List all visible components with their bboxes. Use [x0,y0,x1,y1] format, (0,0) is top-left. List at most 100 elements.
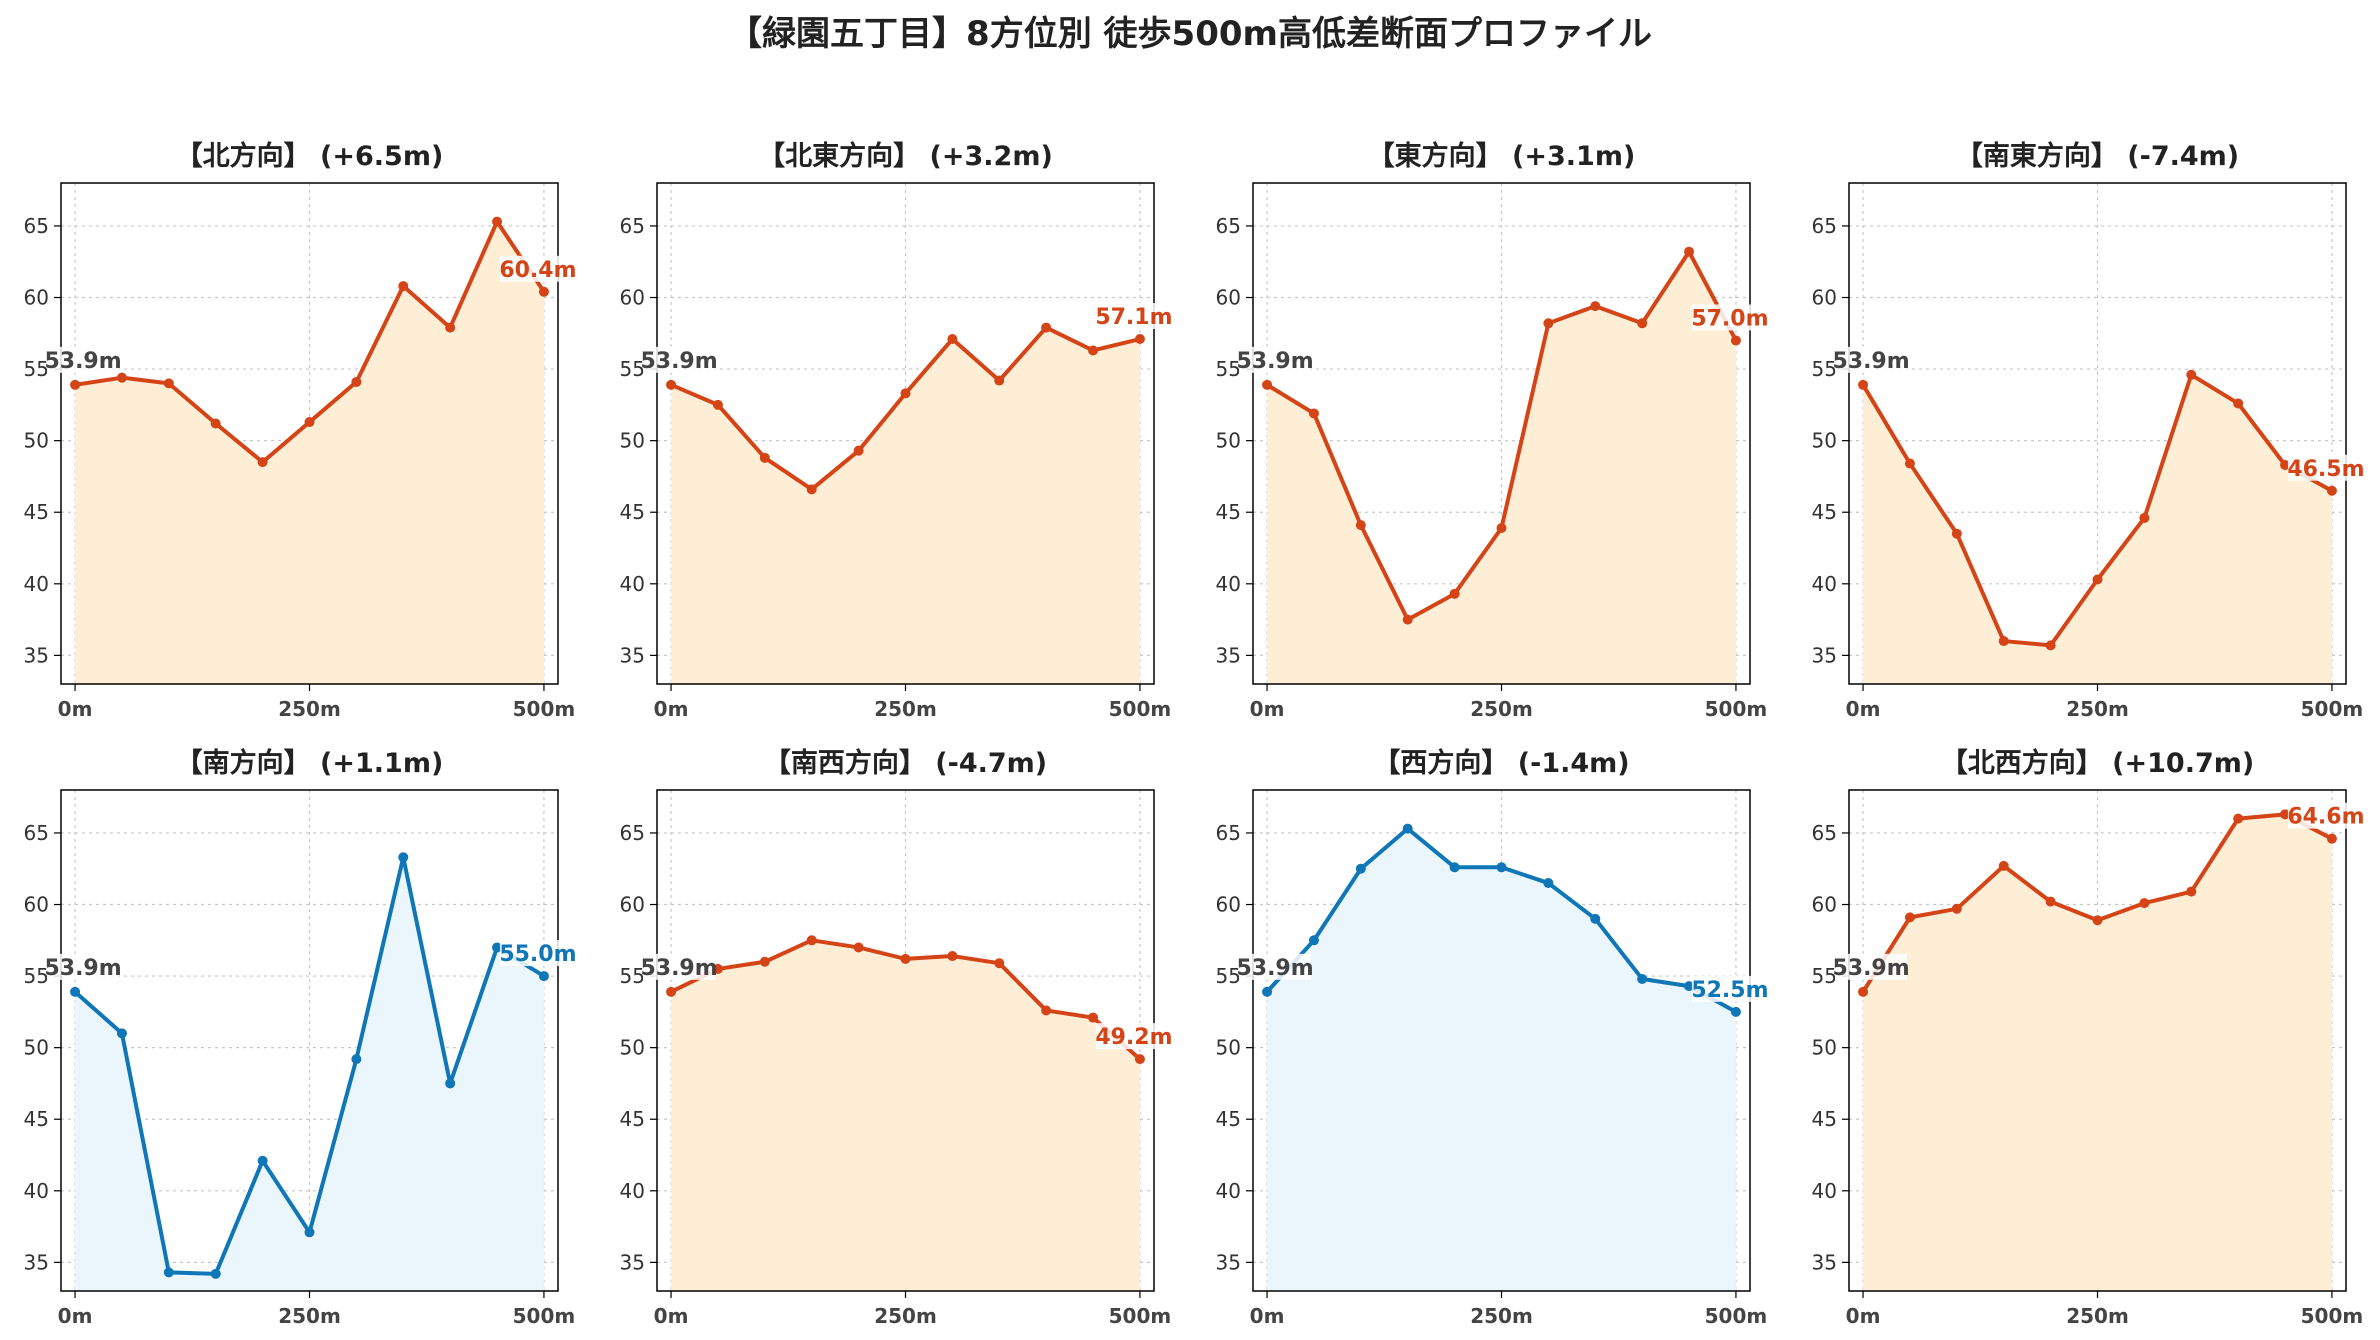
elevation-area [75,221,544,685]
y-tick-label: 55 [1812,357,1837,381]
data-point [712,963,723,974]
y-tick-label: 65 [1216,821,1241,845]
y-tick-label: 65 [24,821,49,845]
data-point [806,484,817,495]
x-tick-label: 500m [513,1304,576,1328]
end-elevation-label: 60.4m [499,258,576,283]
data-point [1041,1005,1052,1016]
data-point [210,1268,221,1279]
elevation-area [1863,374,2332,684]
start-elevation-label: 53.9m [1832,956,1909,981]
y-tick-label: 65 [24,214,49,238]
data-point [2233,398,2244,409]
data-point [2186,886,2197,897]
start-label-bg [643,346,716,373]
data-point [1134,1054,1145,1065]
y-tick-label: 40 [620,1179,645,1203]
panel-title: 【東方向】 (+3.1m) [1368,140,1636,172]
data-point [2139,898,2150,909]
data-point [1858,986,1869,997]
data-point [1543,318,1554,329]
x-tick-label: 0m [654,697,689,721]
data-point [1951,903,1962,914]
data-point [1355,863,1366,874]
data-point [1590,913,1601,924]
x-tick-label: 500m [2301,1304,2364,1328]
data-point [1637,318,1648,329]
data-point [1637,973,1648,984]
data-point [1904,458,1915,469]
data-point [1134,334,1145,345]
data-point [994,958,1005,969]
elevation-area [671,940,1140,1291]
y-tick-label: 40 [1216,1179,1241,1203]
data-point [116,372,127,383]
end-elevation-label: 52.5m [1691,978,1768,1003]
x-tick-label: 500m [1109,697,1172,721]
y-tick-label: 40 [620,572,645,596]
start-elevation-label: 53.9m [640,349,717,374]
y-tick-label: 55 [620,964,645,988]
data-point [1402,614,1413,625]
data-point [2233,813,2244,824]
data-point [351,376,362,387]
y-tick-label: 35 [24,1250,49,1274]
x-tick-label: 0m [1250,1304,1285,1328]
y-tick-label: 45 [620,1107,645,1131]
y-tick-label: 40 [1216,572,1241,596]
end-elevation-label: 57.0m [1691,306,1768,331]
y-tick-label: 35 [1812,1250,1837,1274]
end-elevation-label: 46.5m [2287,457,2364,482]
data-point [538,971,549,982]
start-label-bg [1835,346,1908,373]
data-point [2092,574,2103,585]
figure-title: 【緑園五丁目】8方位別 徒歩500m高低差断面プロファイル [728,14,1652,54]
y-tick-label: 60 [620,286,645,310]
elevation-panel-5: 【南西方向】 (-4.7m) 35 40 45 50 55 60 65 0m 250m 500m 53… [620,747,1173,1328]
y-tick-label: 50 [1812,429,1837,453]
y-tick-label: 35 [1812,643,1837,667]
data-point [210,418,221,429]
y-tick-label: 50 [1216,429,1241,453]
data-point [1449,588,1460,599]
y-tick-label: 40 [1812,572,1837,596]
data-point [947,951,958,962]
data-point [70,986,81,997]
start-label-bg [1239,953,1312,980]
x-tick-label: 250m [278,1304,341,1328]
x-tick-label: 250m [874,697,937,721]
data-point [2326,833,2337,844]
data-point [1088,345,1099,356]
elevation-panel-6: 【西方向】 (-1.4m) 35 40 45 50 55 60 65 0m 250m 500m 53.… [1216,747,1769,1328]
end-elevation-label: 55.0m [499,942,576,967]
data-point [759,452,770,463]
x-tick-label: 500m [513,697,576,721]
data-point [947,334,958,345]
start-elevation-label: 53.9m [1236,956,1313,981]
data-point [1684,246,1695,257]
y-tick-label: 55 [24,357,49,381]
x-tick-label: 0m [1250,697,1285,721]
end-elevation-label: 57.1m [1095,305,1172,330]
data-point [116,1028,127,1039]
data-point [257,1155,268,1166]
data-point [2280,809,2291,820]
data-point [1858,379,1869,390]
y-tick-label: 60 [1812,286,1837,310]
y-tick-label: 60 [1216,893,1241,917]
x-tick-label: 500m [1705,1304,1768,1328]
data-point [398,281,409,292]
data-point [1088,1012,1099,1023]
elevation-panel-4: 【南方向】 (+1.1m) 35 40 45 50 55 60 65 0m 250m 500m 53.… [24,747,577,1328]
panel-title: 【北東方向】 (+3.2m) [758,140,1053,172]
data-point [70,379,81,390]
y-tick-label: 40 [24,1179,49,1203]
data-point [2045,896,2056,907]
y-tick-label: 55 [1216,357,1241,381]
panel-title: 【南西方向】 (-4.7m) [764,747,1047,779]
data-point [666,379,677,390]
data-point [2280,459,2291,470]
y-tick-label: 35 [1216,643,1241,667]
data-point [666,986,677,997]
